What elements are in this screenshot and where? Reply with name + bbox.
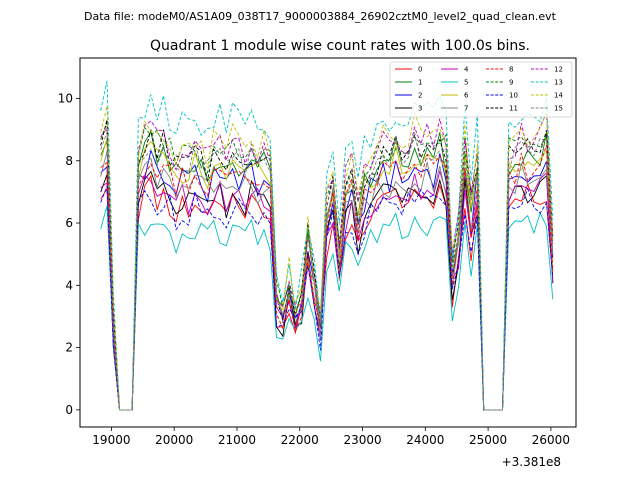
y-axis: 0 2 4 6 8 10 (58, 91, 80, 417)
y-tick-label-8: 8 (65, 154, 73, 168)
legend-label-11: 11 (509, 105, 518, 113)
x-tick-label-23000: 23000 (343, 433, 381, 447)
suptitle: Data file: modeM0/AS1A09_038T17_90000038… (84, 10, 557, 23)
chart-title: Quadrant 1 module wise count rates with … (150, 38, 530, 54)
legend-frame (389, 61, 573, 118)
series-line-10 (100, 186, 554, 411)
legend-label-4: 4 (464, 66, 469, 74)
x-tick-label-19000: 19000 (92, 433, 130, 447)
x-tick-label-20000: 20000 (155, 433, 193, 447)
y-tick-label-4: 4 (65, 278, 73, 292)
legend-label-1: 1 (418, 79, 422, 87)
x-axis: 19000 20000 21000 22000 23000 24000 25000 26000 (92, 427, 570, 447)
x-tick-label-22000: 22000 (281, 433, 319, 447)
x-tick-label-25000: 25000 (469, 433, 507, 447)
y-tick-label-0: 0 (65, 403, 73, 417)
x-tick-label-24000: 24000 (406, 433, 444, 447)
legend-label-9: 9 (509, 79, 513, 87)
legend-label-10: 10 (509, 92, 518, 100)
series-layer (100, 80, 554, 411)
legend-label-5: 5 (464, 79, 468, 87)
legend-label-13: 13 (554, 79, 563, 87)
legend-label-14: 14 (554, 92, 563, 100)
legend-label-2: 2 (418, 92, 422, 100)
x-tick-label-21000: 21000 (218, 433, 256, 447)
y-tick-label-10: 10 (58, 91, 73, 105)
legend-label-15: 15 (554, 105, 563, 113)
legend-label-8: 8 (509, 66, 513, 74)
y-tick-label-6: 6 (65, 216, 73, 230)
legend-label-12: 12 (554, 66, 563, 74)
x-tick-label-26000: 26000 (532, 433, 570, 447)
x-offset-label: +3.381e8 (502, 455, 561, 469)
legend-label-3: 3 (418, 105, 422, 113)
plot-frame (79, 57, 577, 428)
series-line-14 (100, 105, 554, 411)
legend-label-7: 7 (464, 105, 468, 113)
series-line-12 (100, 112, 554, 411)
legend-label-0: 0 (418, 66, 422, 74)
legend-label-6: 6 (464, 92, 469, 100)
y-tick-label-2: 2 (65, 341, 73, 355)
